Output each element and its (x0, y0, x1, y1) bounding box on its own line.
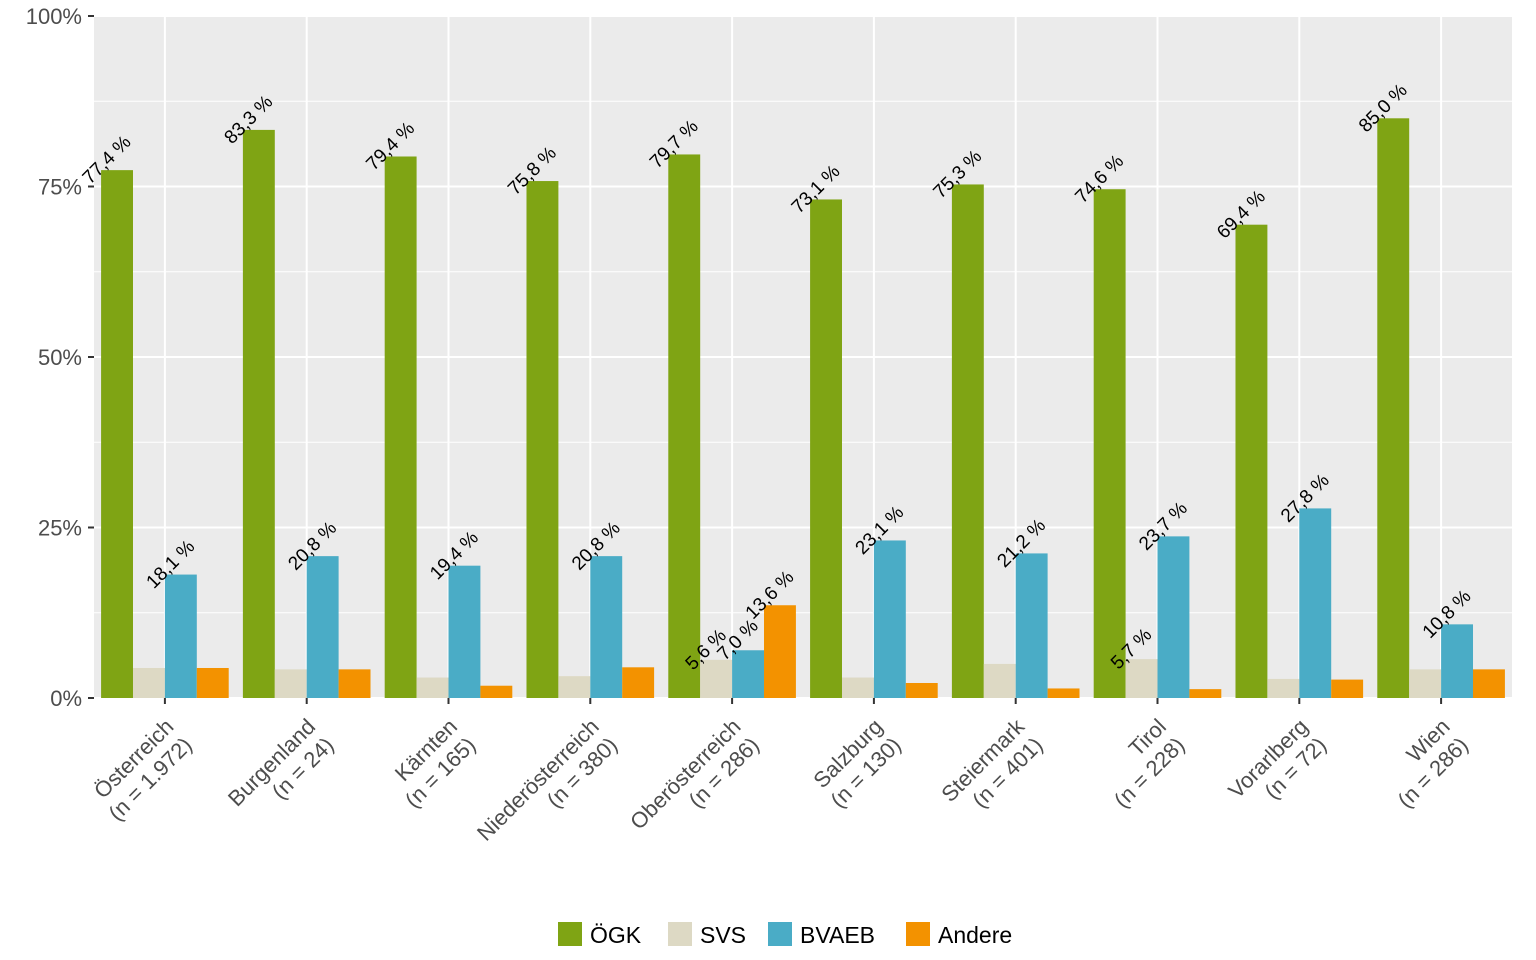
x-tick-label: Salzburg(n = 130) (807, 714, 906, 813)
bar (1331, 679, 1364, 698)
bar (1473, 669, 1505, 698)
x-tick-label: Kärnten(n = 165) (382, 714, 481, 813)
bar (1299, 508, 1332, 698)
bar (764, 605, 796, 698)
legend-label: BVAEB (800, 922, 875, 948)
x-tick-label: Österreich(n = 1.972) (85, 714, 197, 826)
x-tick-label: Niederösterreich(n = 380) (472, 714, 622, 864)
x-axis: Österreich(n = 1.972) Burgenland(n = 24) K… (85, 698, 1473, 864)
bar (274, 669, 307, 698)
legend-swatch (906, 922, 930, 946)
y-tick-label: 0% (50, 686, 82, 711)
bar (1377, 118, 1410, 699)
bars (101, 118, 1505, 699)
bar (873, 540, 906, 698)
bar (668, 154, 701, 699)
legend-label: SVS (700, 922, 746, 948)
bar (558, 676, 591, 698)
bar (1235, 224, 1268, 698)
bar (196, 667, 229, 698)
bar (1015, 553, 1048, 698)
y-tick-label: 75% (38, 175, 82, 200)
bar (164, 574, 197, 698)
legend-swatch (668, 922, 692, 946)
y-tick-label: 25% (38, 516, 82, 541)
bar (732, 650, 765, 698)
bar (983, 663, 1016, 698)
bar (384, 156, 417, 698)
bar (810, 199, 842, 698)
bar (1189, 689, 1222, 698)
bar (242, 129, 275, 699)
bar (700, 659, 733, 698)
legend-label: Andere (938, 922, 1012, 948)
bar (1267, 678, 1300, 698)
bar (1047, 688, 1080, 698)
bar (306, 556, 339, 698)
legend-label: ÖGK (590, 922, 642, 948)
bar (1125, 659, 1158, 698)
bar (841, 677, 874, 698)
y-tick-label: 100% (26, 4, 82, 29)
bar (101, 170, 133, 698)
bar (1093, 189, 1126, 698)
legend: ÖGK SVS BVAEB Andere (558, 922, 1012, 948)
bar (590, 556, 623, 698)
y-tick-label: 50% (38, 345, 82, 370)
bar (622, 667, 655, 698)
bar (132, 667, 165, 698)
x-tick-label: Vorarlberg(n = 72) (1223, 714, 1331, 822)
bar (338, 669, 371, 698)
x-tick-label: Steiermark(n = 401) (936, 713, 1048, 825)
bar (448, 565, 481, 698)
bar (416, 677, 449, 698)
bar (480, 685, 513, 698)
x-tick-label: Wien(n = 286) (1374, 714, 1473, 813)
bar (526, 181, 559, 698)
x-tick-label: Oberösterreich(n = 286) (625, 714, 764, 853)
x-tick-label: Tirol(n = 228) (1091, 714, 1190, 813)
legend-swatch (768, 922, 792, 946)
y-axis: 0% 25% 50% 75% 100% (26, 4, 94, 711)
bar (951, 184, 984, 699)
bar (1441, 624, 1474, 698)
bar (1157, 536, 1190, 698)
legend-swatch (558, 922, 582, 946)
x-tick-label: Burgenland(n = 24) (223, 714, 339, 830)
bar (905, 682, 938, 698)
bar (1409, 669, 1442, 698)
